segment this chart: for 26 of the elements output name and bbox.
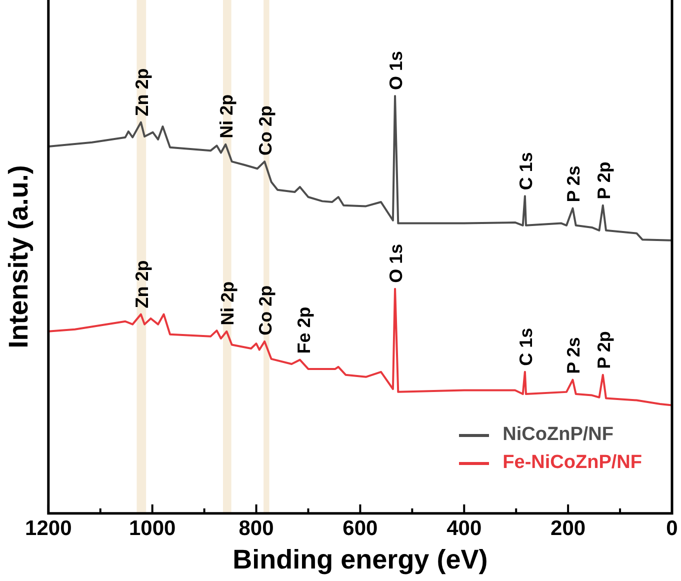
x-tick-label: 200: [550, 516, 586, 540]
x-tick-label: 1000: [128, 516, 176, 540]
annotation: P 2s: [564, 166, 584, 202]
annotation: C 1s: [516, 152, 536, 190]
annotation: Co 2p: [256, 285, 276, 336]
annotation: O 1s: [386, 50, 406, 90]
annotation: P 2s: [564, 337, 584, 374]
legend-label: Fe-NiCoZnP/NF: [502, 452, 642, 474]
annotation: Ni 2p: [216, 94, 237, 138]
x-tick-label: 1200: [25, 516, 72, 540]
annotation: P 2p: [594, 331, 614, 369]
annotation: Zn 2p: [132, 260, 152, 308]
x-tick-label: 0: [666, 516, 678, 540]
x-axis-title: Binding energy (eV): [232, 544, 488, 574]
annotation: Co 2p: [256, 106, 276, 156]
annotation: Fe 2p: [294, 306, 314, 354]
y-axis-title: Intensity (a.u.): [4, 165, 34, 348]
annotation: C 1s: [516, 328, 536, 366]
x-tick-label: 800: [238, 516, 274, 540]
annotation: P 2p: [594, 162, 614, 200]
annotation: O 1s: [386, 244, 406, 283]
annotation: Zn 2p: [132, 68, 152, 116]
x-tick-label: 400: [446, 516, 482, 540]
x-tick-label: 600: [342, 516, 378, 540]
annotation: Ni 2p: [218, 281, 238, 326]
legend-label: NiCoZnP/NF: [502, 424, 614, 446]
